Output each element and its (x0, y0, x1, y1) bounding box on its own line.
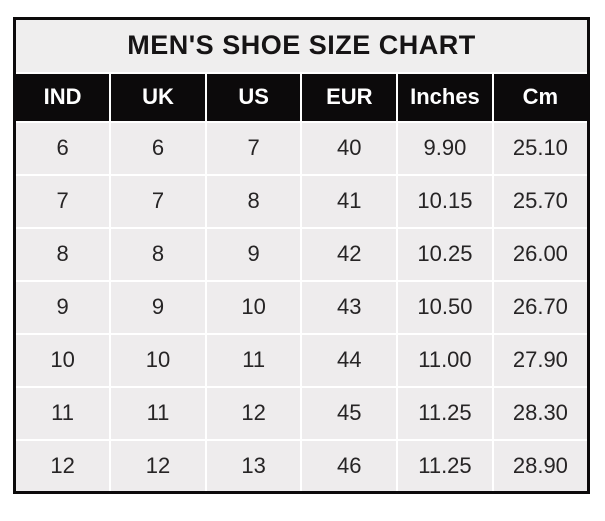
table-cell: 26.70 (491, 279, 590, 335)
column-header-us: US (204, 71, 303, 123)
table-cell: 43 (300, 279, 399, 335)
table-cell: 41 (300, 173, 399, 229)
table-cell: 44 (300, 332, 399, 388)
table-cell: 12 (204, 385, 303, 441)
table-cell: 10 (204, 279, 303, 335)
table-cell: 11 (204, 332, 303, 388)
table-cell: 11 (109, 385, 207, 441)
table-cell: 8 (109, 226, 207, 282)
shoe-size-chart-frame: MEN'S SHOE SIZE CHART IND UK US EUR Inches Cm… (13, 17, 590, 494)
table-cell: 10.50 (396, 279, 494, 335)
table-cell: 6 (109, 120, 207, 176)
table-cell: 40 (300, 120, 399, 176)
table-cell: 11.00 (396, 332, 494, 388)
table-row: 10 10 11 44 11.00 27.90 (13, 332, 590, 388)
table-title: MEN'S SHOE SIZE CHART (13, 17, 590, 74)
column-header-cm: Cm (491, 71, 590, 123)
table-cell: 9 (204, 226, 303, 282)
table-cell: 28.90 (491, 438, 590, 494)
title-row: MEN'S SHOE SIZE CHART (13, 17, 590, 74)
table-cell: 26.00 (491, 226, 590, 282)
table-cell: 9 (13, 279, 112, 335)
table-cell: 11.25 (396, 385, 494, 441)
column-header-uk: UK (109, 71, 207, 123)
table-row: 11 11 12 45 11.25 28.30 (13, 385, 590, 441)
table-cell: 10.15 (396, 173, 494, 229)
table-cell: 13 (204, 438, 303, 494)
table-cell: 42 (300, 226, 399, 282)
table-cell: 7 (204, 120, 303, 176)
table-row: 8 8 9 42 10.25 26.00 (13, 226, 590, 282)
table-cell: 11 (13, 385, 112, 441)
table-cell: 9.90 (396, 120, 494, 176)
table-cell: 7 (13, 173, 112, 229)
table-cell: 8 (204, 173, 303, 229)
column-header-inches: Inches (396, 71, 494, 123)
table-body: 6 6 7 40 9.90 25.10 7 7 8 41 10.15 25.70 8 8 9 42 10.25 2… (13, 120, 590, 494)
table-cell: 12 (13, 438, 112, 494)
table-row: 9 9 10 43 10.50 26.70 (13, 279, 590, 335)
header-row: IND UK US EUR Inches Cm (13, 71, 590, 123)
shoe-size-table: MEN'S SHOE SIZE CHART IND UK US EUR Inches Cm… (13, 17, 590, 494)
table-cell: 9 (109, 279, 207, 335)
table-cell: 12 (109, 438, 207, 494)
table-cell: 10 (109, 332, 207, 388)
table-row: 12 12 13 46 11.25 28.90 (13, 438, 590, 494)
column-header-ind: IND (13, 71, 112, 123)
table-cell: 10 (13, 332, 112, 388)
table-row: 6 6 7 40 9.90 25.10 (13, 120, 590, 176)
table-cell: 6 (13, 120, 112, 176)
table-cell: 11.25 (396, 438, 494, 494)
table-cell: 28.30 (491, 385, 590, 441)
table-cell: 7 (109, 173, 207, 229)
column-header-eur: EUR (300, 71, 399, 123)
table-cell: 25.70 (491, 173, 590, 229)
table-cell: 10.25 (396, 226, 494, 282)
table-cell: 27.90 (491, 332, 590, 388)
table-cell: 8 (13, 226, 112, 282)
table-cell: 45 (300, 385, 399, 441)
table-row: 7 7 8 41 10.15 25.70 (13, 173, 590, 229)
table-cell: 25.10 (491, 120, 590, 176)
table-cell: 46 (300, 438, 399, 494)
